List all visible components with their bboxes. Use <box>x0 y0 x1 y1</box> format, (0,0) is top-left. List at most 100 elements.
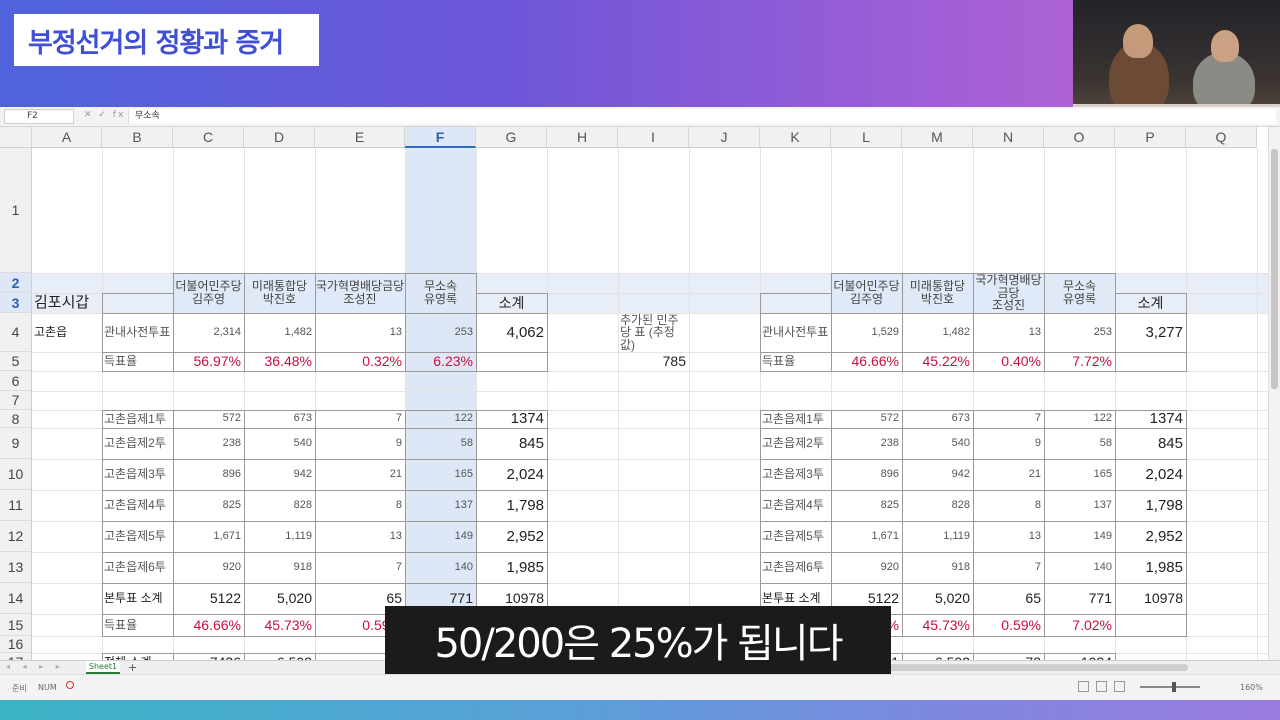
pre-vote-value[interactable]: 2,314 <box>213 325 241 338</box>
district-value[interactable]: 920 <box>880 560 899 573</box>
page-layout-icon[interactable] <box>1096 681 1107 692</box>
main-rate[interactable]: 45.73% <box>264 616 312 633</box>
row-header-7[interactable]: 7 <box>0 391 32 410</box>
district-row-label[interactable]: 고촌읍제5투 <box>104 529 166 544</box>
candidate-header[interactable]: 더불어민주당 김주영 <box>831 273 902 313</box>
row-header-6[interactable]: 6 <box>0 371 32 391</box>
row-header-10[interactable]: 10 <box>0 459 32 490</box>
all-subtotal-value[interactable]: 7436 <box>173 653 244 660</box>
zoom-knob[interactable] <box>1172 682 1176 692</box>
pre-vote-value[interactable]: 253 <box>454 325 473 338</box>
main-rate[interactable]: 0.59% <box>1001 616 1041 633</box>
row-header-9[interactable]: 9 <box>0 428 32 459</box>
column-header-j[interactable]: J <box>689 127 760 148</box>
main-rate[interactable]: 46.66% <box>193 616 241 633</box>
district-value[interactable]: 21 <box>389 467 402 480</box>
district-label[interactable]: 김포시갑 <box>34 294 90 312</box>
all-subtotal-value[interactable]: 6,502 <box>902 653 973 660</box>
district-total[interactable]: 1,985 <box>1145 558 1183 576</box>
all-subtotal-value[interactable]: 1024 <box>1044 653 1115 660</box>
pre-vote-value[interactable]: 1,482 <box>284 325 312 338</box>
district-value[interactable]: 238 <box>880 436 899 449</box>
district-value[interactable]: 1,671 <box>213 529 241 542</box>
district-value[interactable]: 137 <box>454 498 473 511</box>
district-total[interactable]: 2,952 <box>1145 527 1183 545</box>
select-all-corner[interactable] <box>0 127 32 148</box>
district-value[interactable]: 58 <box>1099 436 1112 449</box>
district-row-label[interactable]: 고촌읍제6투 <box>104 560 166 575</box>
pre-rate[interactable]: 45.22% <box>922 353 970 370</box>
district-value[interactable]: 7 <box>1034 560 1041 573</box>
pre-vote-value[interactable]: 1,529 <box>871 325 899 338</box>
column-header-a[interactable]: A <box>32 127 102 148</box>
column-header-n[interactable]: N <box>973 127 1044 148</box>
subtotal-header[interactable]: 소계 <box>498 294 525 311</box>
district-value[interactable]: 673 <box>293 412 312 425</box>
rate-label[interactable]: 득표율 <box>762 354 796 369</box>
district-value[interactable]: 238 <box>222 436 241 449</box>
main-subtotal-value[interactable]: 5,020 <box>934 590 970 607</box>
district-value[interactable]: 1,119 <box>943 529 970 542</box>
scroll-thumb[interactable] <box>1271 149 1278 389</box>
district-value[interactable]: 122 <box>454 412 473 425</box>
pre-vote-label[interactable]: 관내사전투표 <box>104 325 171 340</box>
pre-rate[interactable]: 0.40% <box>1001 353 1041 370</box>
district-value[interactable]: 1,671 <box>871 529 899 542</box>
candidate-header[interactable]: 무소속 유영록 <box>1044 273 1115 313</box>
district-value[interactable]: 673 <box>951 412 970 425</box>
district-value[interactable]: 918 <box>293 560 312 573</box>
district-row-label[interactable]: 고촌읍제6투 <box>762 560 824 575</box>
town-label[interactable]: 고촌읍 <box>34 325 68 340</box>
row-header-11[interactable]: 11 <box>0 490 32 521</box>
main-rate[interactable]: 7.02% <box>1072 616 1112 633</box>
candidate-header[interactable]: 미래통합당 박진호 <box>244 273 315 313</box>
district-value[interactable]: 918 <box>951 560 970 573</box>
main-subtotal-label[interactable]: 본투표 소계 <box>104 591 163 606</box>
normal-view-icon[interactable] <box>1078 681 1089 692</box>
formula-icons[interactable]: ✕ ✓ fx <box>84 110 126 120</box>
added-votes-note[interactable]: 추가된 민주당 표 (추정값) <box>620 313 679 352</box>
district-value[interactable]: 137 <box>1093 498 1112 511</box>
main-rate[interactable]: 45.73% <box>922 616 970 633</box>
district-value[interactable]: 920 <box>222 560 241 573</box>
district-row-label[interactable]: 고촌읍제2투 <box>104 436 166 451</box>
pre-vote-value[interactable]: 253 <box>1093 325 1112 338</box>
district-value[interactable]: 7 <box>1034 412 1041 425</box>
column-header-d[interactable]: D <box>244 127 315 148</box>
column-header-g[interactable]: G <box>476 127 547 148</box>
district-total[interactable]: 1,798 <box>506 496 544 514</box>
pre-rate[interactable]: 0.32% <box>362 353 402 370</box>
district-value[interactable]: 149 <box>1093 529 1112 542</box>
district-value[interactable]: 140 <box>454 560 473 573</box>
pre-rate[interactable]: 6.23% <box>433 353 473 370</box>
district-value[interactable]: 58 <box>460 436 473 449</box>
main-subtotal-label[interactable]: 본투표 소계 <box>762 591 821 606</box>
district-value[interactable]: 9 <box>395 436 402 449</box>
pre-rate[interactable]: 56.97% <box>193 353 241 370</box>
district-value[interactable]: 942 <box>293 467 312 480</box>
district-total[interactable]: 845 <box>518 434 544 452</box>
district-value[interactable]: 942 <box>951 467 970 480</box>
district-value[interactable]: 140 <box>1093 560 1112 573</box>
district-value[interactable]: 13 <box>1028 529 1041 542</box>
district-total[interactable]: 1374 <box>510 410 544 428</box>
district-value[interactable]: 896 <box>880 467 899 480</box>
district-value[interactable]: 165 <box>454 467 473 480</box>
district-total[interactable]: 2,024 <box>506 465 544 483</box>
column-header-f[interactable]: F <box>405 127 476 148</box>
pre-vote-total[interactable]: 4,062 <box>506 323 544 341</box>
all-subtotal-label[interactable]: 전체 소계 <box>102 653 173 660</box>
tab-nav-arrows[interactable]: ◂ ◂ ▸ ▸ <box>6 662 65 671</box>
row-header-12[interactable]: 12 <box>0 521 32 552</box>
row-header-1[interactable]: 1 <box>0 148 32 273</box>
district-value[interactable]: 572 <box>880 412 899 425</box>
column-header-k[interactable]: K <box>760 127 831 148</box>
district-row-label[interactable]: 고촌읍제1투 <box>104 411 166 426</box>
pre-rate[interactable]: 46.66% <box>851 353 899 370</box>
column-header-e[interactable]: E <box>315 127 405 148</box>
pre-vote-total[interactable]: 3,277 <box>1145 323 1183 341</box>
district-total[interactable]: 1,985 <box>506 558 544 576</box>
column-header-q[interactable]: Q <box>1186 127 1257 148</box>
district-value[interactable]: 9 <box>1034 436 1041 449</box>
district-total[interactable]: 845 <box>1157 434 1183 452</box>
